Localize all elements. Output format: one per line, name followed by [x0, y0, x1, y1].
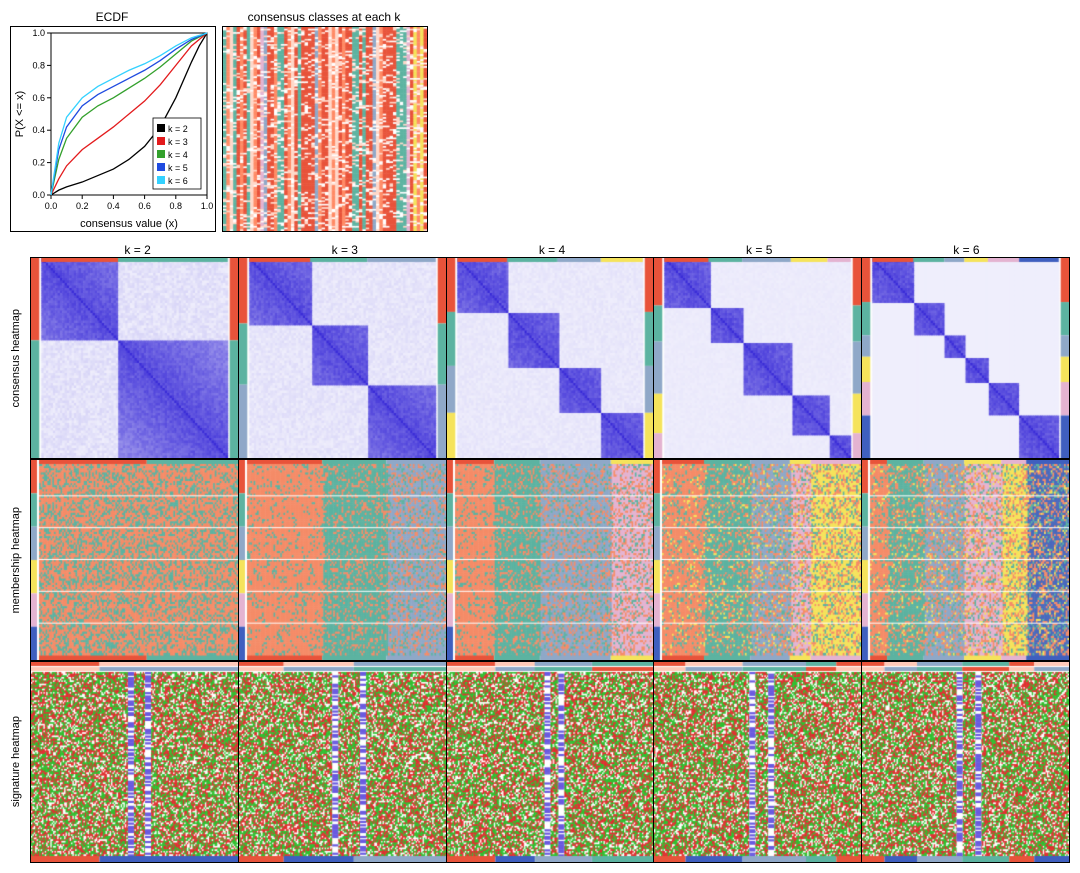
svg-text:0.2: 0.2 — [32, 158, 45, 168]
membership-row-canvas-k3 — [239, 460, 446, 660]
top-row: ECDF 0.0 0.2 0.4 0.6 0.8 1.0 0.0 0.2 0.4 0.6 0.8 1.… — [10, 10, 1070, 235]
svg-text:0.0: 0.0 — [45, 201, 58, 211]
consensus-row-cell-k4 — [447, 258, 655, 458]
consensus-heatmap-row — [30, 257, 1070, 459]
membership-row-cell-k3 — [239, 460, 447, 660]
signature-row-cell-k5 — [654, 662, 862, 862]
membership-row-canvas-k6 — [862, 460, 1069, 660]
consensus-row-cell-k6 — [862, 258, 1069, 458]
signature-row-cell-k6 — [862, 662, 1069, 862]
signature-row-label: signature heatmap — [10, 716, 30, 807]
membership-row-label: membership heatmap — [10, 507, 30, 613]
svg-text:0.4: 0.4 — [32, 125, 45, 135]
signature-row-canvas-k6 — [862, 662, 1069, 862]
svg-text:1.0: 1.0 — [32, 28, 45, 38]
ecdf-title: ECDF — [10, 10, 214, 24]
svg-text:0.6: 0.6 — [138, 201, 151, 211]
consensus-row-canvas-k3 — [239, 258, 446, 458]
membership-row: membership heatmap — [10, 459, 1070, 661]
signature-row-canvas-k4 — [447, 662, 654, 862]
consensus-row-cell-k3 — [239, 258, 447, 458]
k-title-6: k = 6 — [863, 243, 1070, 257]
k-title-2: k = 2 — [34, 243, 241, 257]
k-titles-row: k = 2k = 3k = 4k = 5k = 6 — [34, 243, 1070, 257]
svg-text:0.0: 0.0 — [32, 190, 45, 200]
svg-text:k = 5: k = 5 — [168, 163, 188, 173]
consensus-row-canvas-k4 — [447, 258, 654, 458]
svg-text:0.8: 0.8 — [32, 60, 45, 70]
consensus-row-canvas-k5 — [654, 258, 861, 458]
svg-text:1.0: 1.0 — [201, 201, 214, 211]
k-title-3: k = 3 — [241, 243, 448, 257]
membership-row-canvas-k2 — [31, 460, 238, 660]
signature-row-canvas-k2 — [31, 662, 238, 862]
signature-row-cell-k3 — [239, 662, 447, 862]
svg-text:k = 3: k = 3 — [168, 137, 188, 147]
svg-text:k = 6: k = 6 — [168, 176, 188, 186]
consensus-row-cell-k5 — [654, 258, 862, 458]
consensus-classes-title: consensus classes at each k — [222, 10, 426, 24]
signature-row-cell-k2 — [31, 662, 239, 862]
signature-row-cell-k4 — [447, 662, 655, 862]
membership-row-cell-k4 — [447, 460, 655, 660]
svg-text:0.6: 0.6 — [32, 93, 45, 103]
svg-text:0.8: 0.8 — [170, 201, 183, 211]
k-title-4: k = 4 — [448, 243, 655, 257]
consensus-row-cell-k2 — [31, 258, 239, 458]
signature-row: signature heatmap — [10, 661, 1070, 863]
svg-text:consensus value (x): consensus value (x) — [80, 218, 178, 230]
k-title-5: k = 5 — [656, 243, 863, 257]
membership-row-canvas-k5 — [654, 460, 861, 660]
ecdf-chart: 0.0 0.2 0.4 0.6 0.8 1.0 0.0 0.2 0.4 0.6 0.8 1.0 cons… — [10, 26, 216, 232]
svg-text:k = 2: k = 2 — [168, 124, 188, 134]
signature-row-canvas-k3 — [239, 662, 446, 862]
svg-text:0.2: 0.2 — [76, 201, 89, 211]
consensus-row-canvas-k6 — [862, 258, 1069, 458]
membership-row-cell-k2 — [31, 460, 239, 660]
consensus-classes-heatmap — [222, 26, 428, 232]
signature-row-canvas-k5 — [654, 662, 861, 862]
ecdf-panel: ECDF 0.0 0.2 0.4 0.6 0.8 1.0 0.0 0.2 0.4 0.6 0.8 1.… — [10, 10, 214, 235]
membership-row-cell-k5 — [654, 460, 862, 660]
svg-text:P(X <= x): P(X <= x) — [14, 91, 26, 137]
consensus-classes-panel: consensus classes at each k — [222, 10, 426, 235]
membership-heatmap-row — [30, 459, 1070, 661]
svg-text:0.4: 0.4 — [107, 201, 120, 211]
consensus-row: consensus heatmap — [10, 257, 1070, 459]
signature-heatmap-row — [30, 661, 1070, 863]
svg-text:k = 4: k = 4 — [168, 150, 188, 160]
consensus-row-canvas-k2 — [31, 258, 238, 458]
consensus-row-label: consensus heatmap — [10, 309, 30, 407]
membership-row-canvas-k4 — [447, 460, 654, 660]
membership-row-cell-k6 — [862, 460, 1069, 660]
